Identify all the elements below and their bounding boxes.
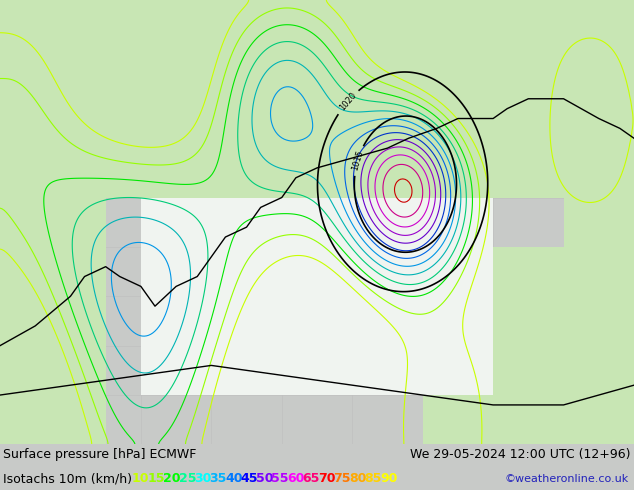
Text: 75: 75 <box>333 472 351 485</box>
Text: We 29-05-2024 12:00 UTC (12+96): We 29-05-2024 12:00 UTC (12+96) <box>410 448 631 461</box>
Text: 45: 45 <box>240 472 258 485</box>
Text: 10: 10 <box>132 472 150 485</box>
Text: 80: 80 <box>349 472 366 485</box>
Polygon shape <box>141 197 493 395</box>
Text: 15: 15 <box>148 472 165 485</box>
Text: Isotachs 10m (km/h): Isotachs 10m (km/h) <box>3 472 132 485</box>
Polygon shape <box>0 0 106 444</box>
Text: 55: 55 <box>271 472 289 485</box>
Polygon shape <box>0 0 634 197</box>
Text: Surface pressure [hPa] ECMWF: Surface pressure [hPa] ECMWF <box>3 448 197 461</box>
Polygon shape <box>564 0 634 444</box>
Text: 1015: 1015 <box>351 149 365 172</box>
Text: 50: 50 <box>256 472 273 485</box>
Text: 25: 25 <box>179 472 196 485</box>
Text: ©weatheronline.co.uk: ©weatheronline.co.uk <box>505 474 629 484</box>
Text: 30: 30 <box>194 472 211 485</box>
Text: 20: 20 <box>163 472 181 485</box>
Text: 60: 60 <box>287 472 304 485</box>
Text: 85: 85 <box>365 472 382 485</box>
Text: 40: 40 <box>225 472 242 485</box>
Text: 90: 90 <box>380 472 398 485</box>
Text: 65: 65 <box>302 472 320 485</box>
Text: 35: 35 <box>209 472 227 485</box>
Polygon shape <box>423 247 634 444</box>
Text: 1020: 1020 <box>337 91 358 113</box>
Text: 70: 70 <box>318 472 335 485</box>
